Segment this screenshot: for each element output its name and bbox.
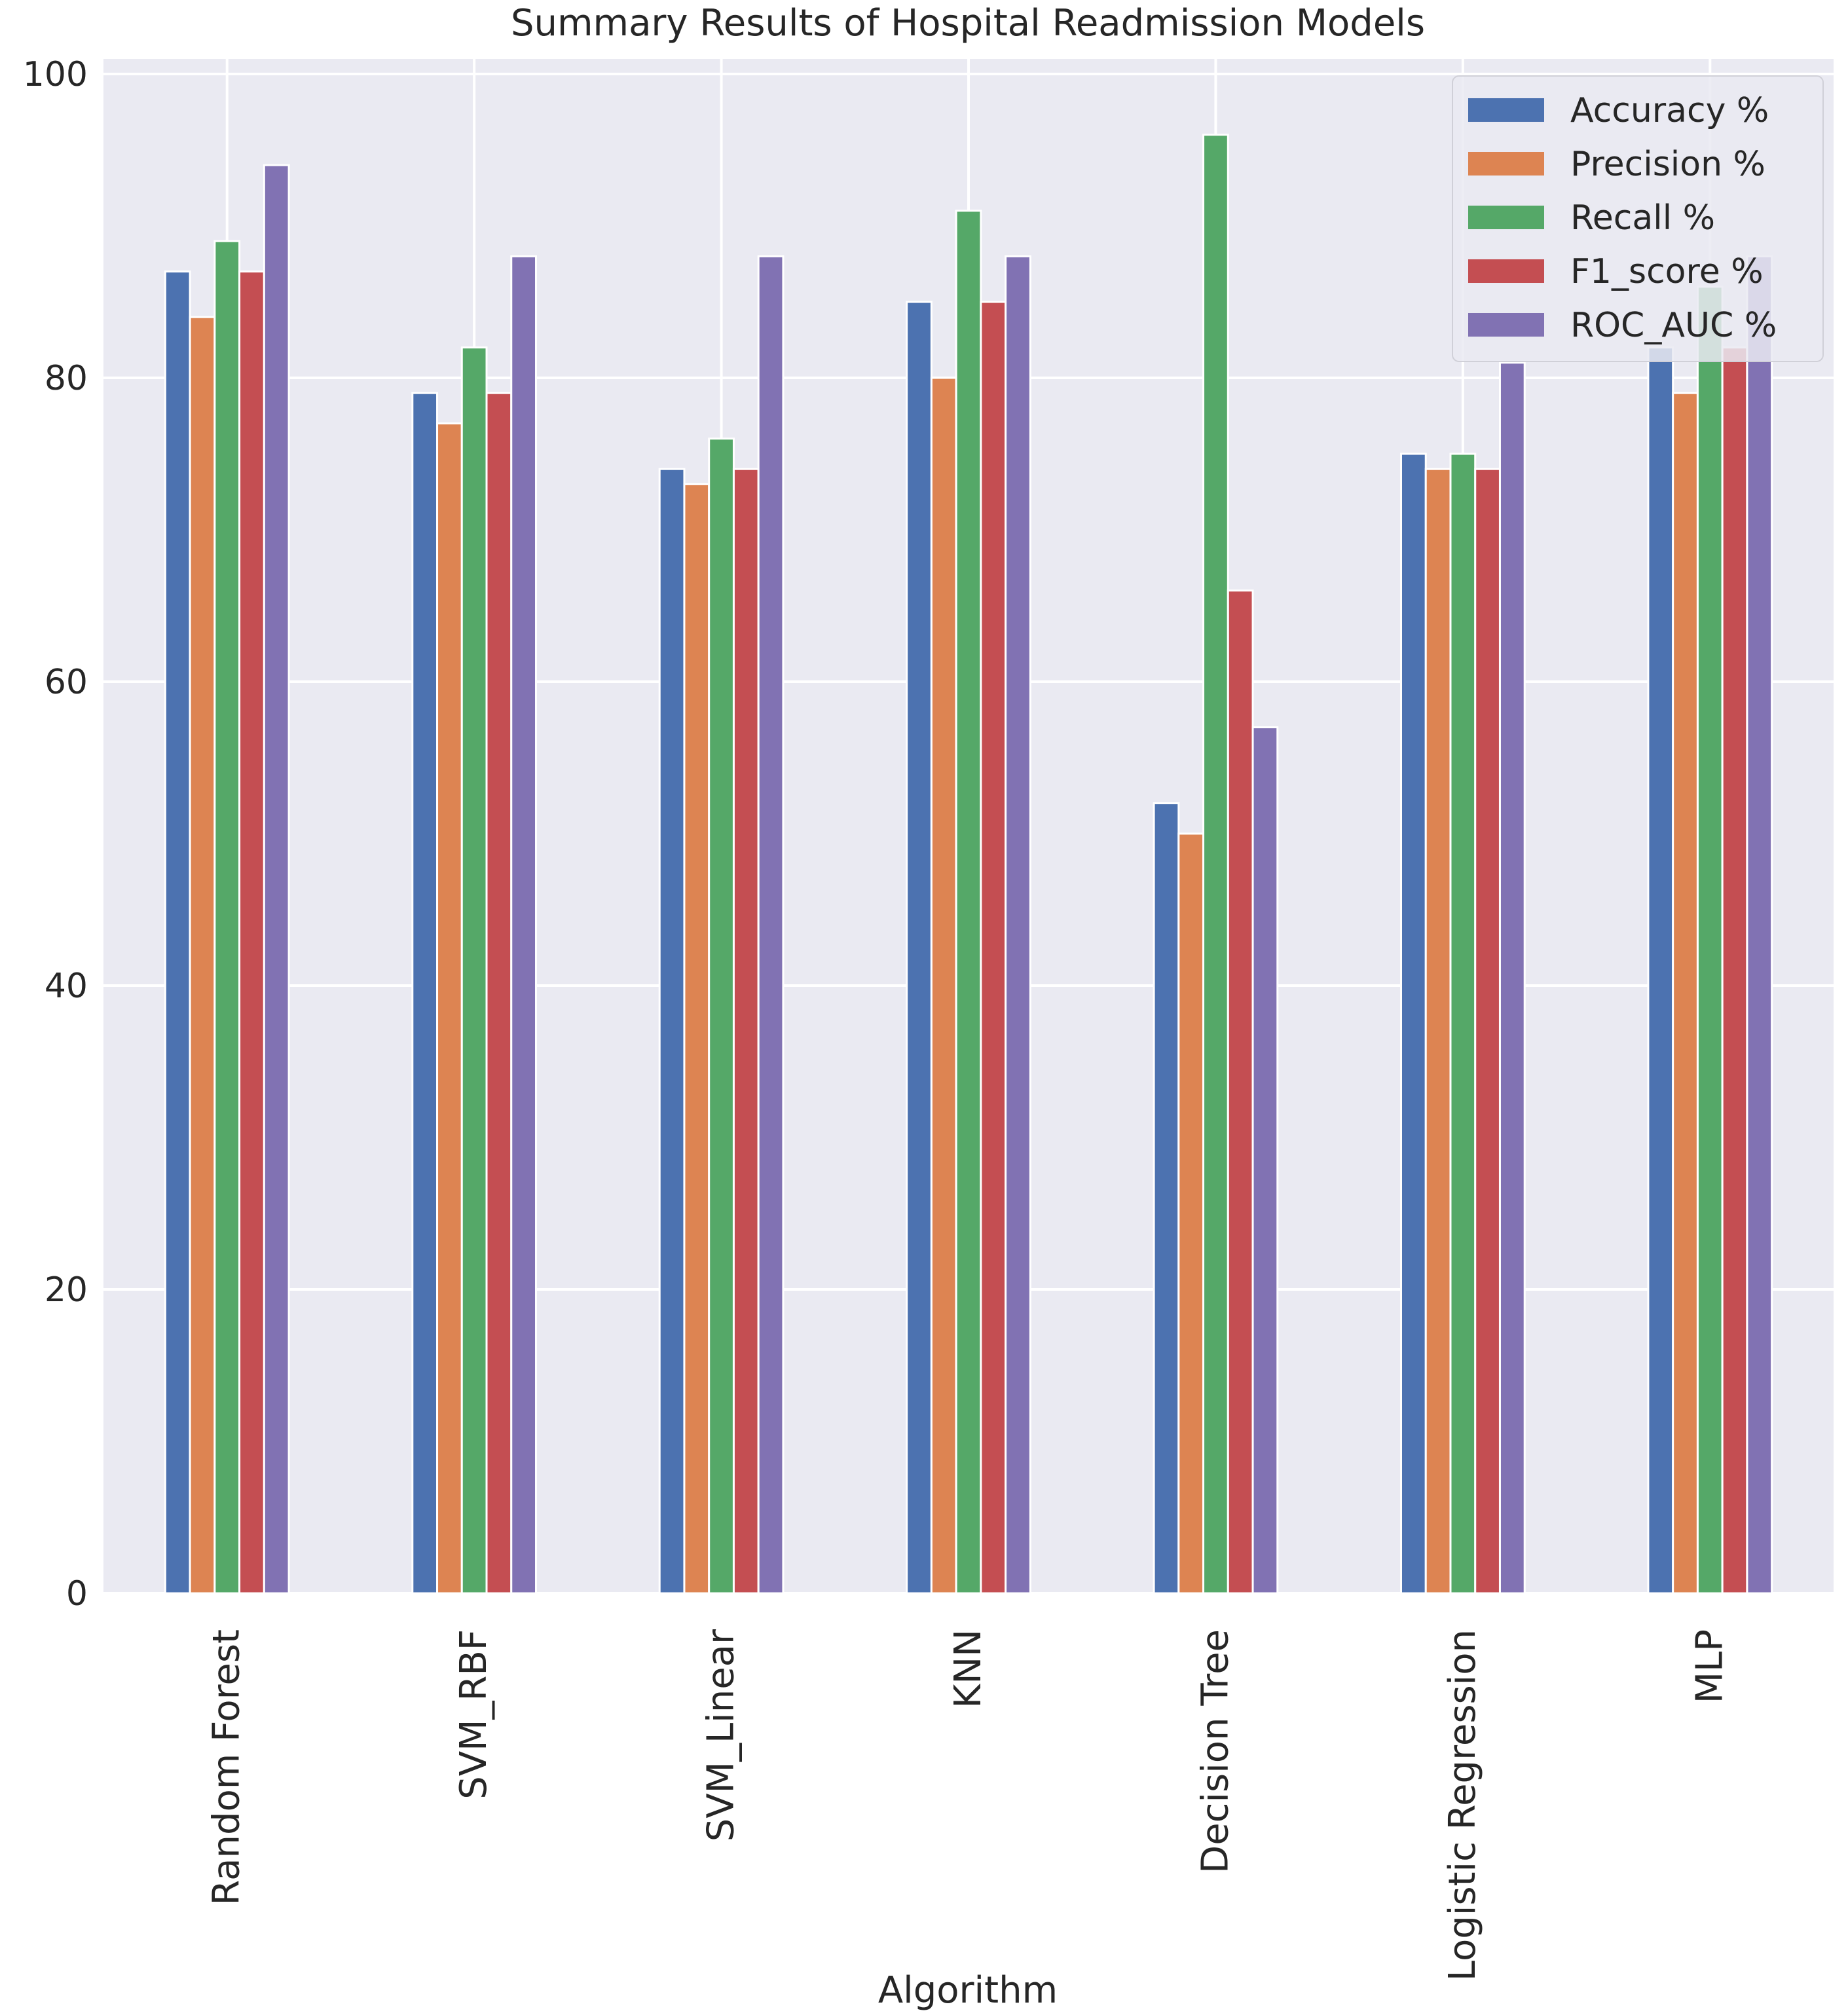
x-axis-tick-labels: Random Forest SVM_RBF SVM_Linear KNN Decisio… (206, 1629, 1731, 1981)
legend-swatch (1468, 98, 1544, 122)
bar (708, 437, 735, 1595)
bar (189, 316, 216, 1595)
bar (1005, 255, 1031, 1595)
x-tick-label: Random Forest (206, 1629, 248, 1906)
y-tick-label: 60 (45, 663, 88, 702)
bar (238, 270, 265, 1595)
bar (955, 210, 982, 1595)
bar (1746, 255, 1773, 1595)
legend-swatch (1468, 313, 1544, 337)
x-tick-label: Logistic Regression (1441, 1629, 1484, 1981)
bar (1672, 392, 1699, 1595)
x-tick-label: KNN (947, 1629, 989, 1709)
bar (411, 392, 439, 1595)
bar (213, 240, 241, 1595)
legend-label: Precision % (1570, 145, 1765, 184)
bar (1474, 468, 1501, 1595)
legend-label: F1_score % (1570, 252, 1764, 291)
bar (930, 377, 957, 1595)
legend-box (1452, 75, 1824, 362)
legend-label: Accuracy % (1570, 91, 1769, 130)
legend-swatch (1468, 152, 1544, 176)
y-tick-label: 40 (45, 967, 88, 1006)
x-tick-label: MLP (1688, 1629, 1731, 1703)
bar (1251, 726, 1279, 1595)
bar (1202, 134, 1229, 1595)
bar (658, 468, 686, 1595)
y-tick-label: 0 (66, 1574, 88, 1614)
bar (164, 270, 191, 1595)
bar (1400, 453, 1427, 1595)
bar (263, 164, 290, 1595)
bar (485, 392, 513, 1595)
bar (757, 255, 785, 1595)
y-tick-label: 20 (45, 1270, 88, 1310)
y-axis-tick-labels: 0 20 40 60 80 100 (23, 55, 88, 1614)
bar (1647, 346, 1674, 1595)
legend-label: ROC_AUC % (1570, 306, 1777, 345)
bars (164, 134, 1773, 1595)
bar (980, 301, 1007, 1595)
bar (732, 468, 760, 1595)
legend: Accuracy % Precision % Recall % F1_score % R… (1452, 75, 1824, 362)
bar (1227, 589, 1254, 1595)
bar (906, 301, 933, 1595)
bar (460, 346, 488, 1595)
legend-swatch (1468, 259, 1544, 283)
bar (1153, 802, 1180, 1595)
chart-title: Summary Results of Hospital Readmission … (511, 2, 1425, 45)
x-axis-label: Algorithm (878, 1969, 1058, 2012)
y-tick-label: 100 (23, 55, 88, 94)
x-tick-label: SVM_Linear (700, 1629, 743, 1841)
y-tick-label: 80 (45, 359, 88, 398)
legend-swatch (1468, 206, 1544, 229)
bar (1696, 286, 1724, 1595)
bar (1721, 346, 1748, 1595)
legend-label: Recall % (1570, 198, 1715, 238)
bar (1177, 832, 1205, 1595)
x-tick-label: SVM_RBF (453, 1629, 495, 1800)
bar (1449, 453, 1477, 1595)
bar (436, 422, 463, 1595)
bar (510, 255, 537, 1595)
bar (683, 483, 711, 1595)
bar (1498, 361, 1526, 1595)
x-tick-label: Decision Tree (1194, 1629, 1236, 1874)
bar (1424, 468, 1452, 1595)
